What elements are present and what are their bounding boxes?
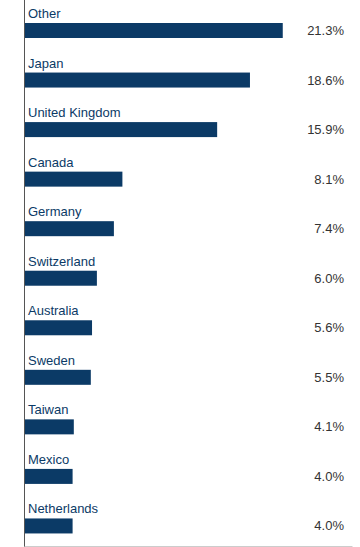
category-label: Canada: [28, 155, 74, 170]
data-label: 8.1%: [314, 172, 344, 187]
category-label: Sweden: [28, 353, 75, 368]
category-label: Other: [28, 6, 61, 21]
data-label: 6.0%: [314, 271, 344, 286]
bar: [24, 23, 283, 38]
category-label: Taiwan: [28, 402, 68, 417]
data-label: 4.0%: [314, 469, 344, 484]
axis-line: [25, 546, 353, 547]
bar: [24, 518, 73, 533]
bar: [24, 370, 91, 385]
data-label: 5.5%: [314, 370, 344, 385]
data-label: 15.9%: [307, 122, 344, 137]
bar: [24, 122, 217, 137]
category-label: Australia: [28, 303, 79, 318]
bar: [24, 419, 74, 434]
bar: [24, 469, 73, 484]
value-axis: [25, 546, 353, 547]
data-label: 7.4%: [314, 221, 344, 236]
labels: Other Japan United Kingdom Canada Germany Swi…: [28, 6, 344, 533]
bar: [24, 320, 92, 335]
bar: [24, 271, 97, 286]
category-label: Japan: [28, 56, 63, 71]
data-label: 5.6%: [314, 320, 344, 335]
category-axis: [24, 0, 25, 547]
data-label: 4.0%: [314, 518, 344, 533]
chart-container: Other Japan United Kingdom Canada Germany Swi…: [0, 0, 360, 547]
category-label: Germany: [28, 204, 82, 219]
data-label: 4.1%: [314, 419, 344, 434]
bar: [24, 221, 114, 236]
category-label: Mexico: [28, 452, 69, 467]
data-label: 18.6%: [307, 73, 344, 88]
category-label: Switzerland: [28, 254, 95, 269]
axis-line: [24, 0, 25, 547]
category-label: Netherlands: [28, 501, 99, 516]
bar: [24, 73, 250, 88]
chart-svg: Other Japan United Kingdom Canada Germany Swi…: [0, 0, 360, 547]
bar: [24, 172, 122, 187]
bars: [24, 23, 283, 533]
category-label: United Kingdom: [28, 105, 121, 120]
data-label: 21.3%: [307, 23, 344, 38]
